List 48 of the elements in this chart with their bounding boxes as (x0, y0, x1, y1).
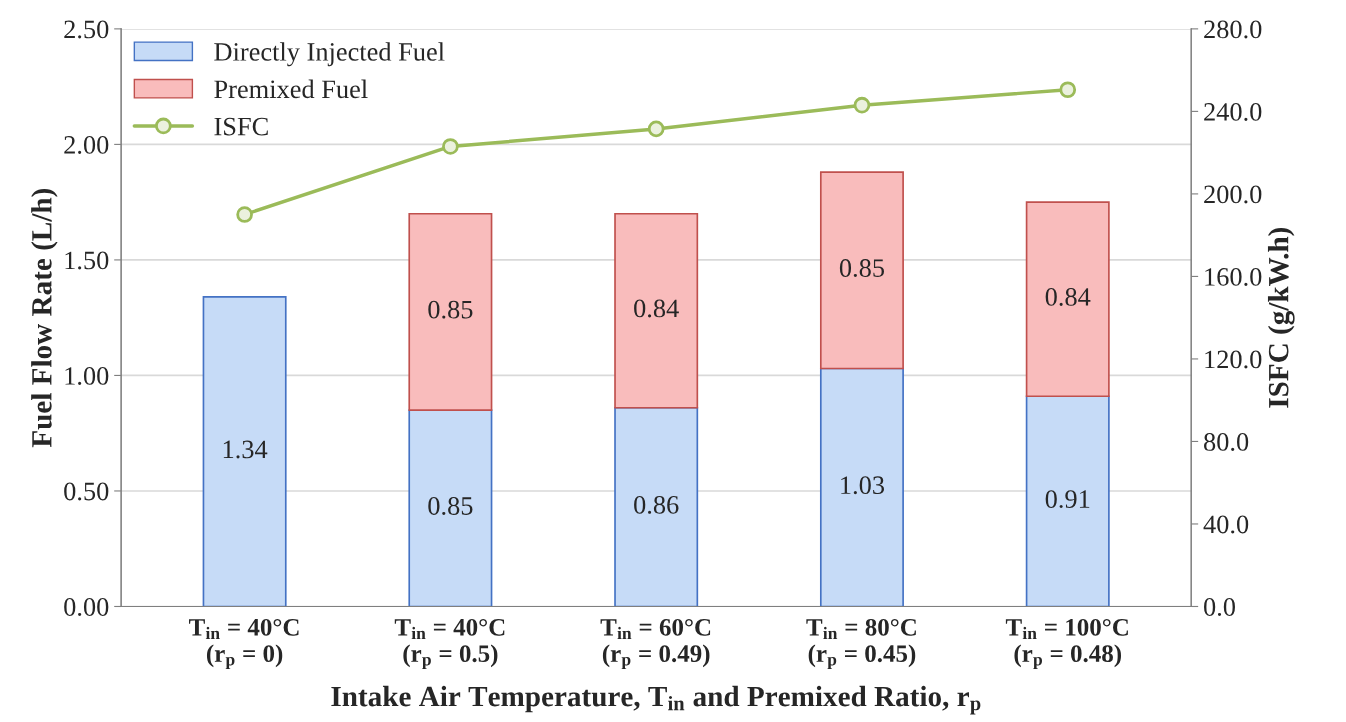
y2-tick-label: 200.0 (1204, 185, 1262, 204)
bar (1025, 395, 1110, 607)
bar (614, 406, 699, 607)
legend-label: ISFC (214, 117, 268, 136)
data-label: 0.84 (1045, 287, 1091, 306)
x-tick-label: T$_{in}$ = 60°C (r$_{p}$ = 0.49) (600, 618, 711, 669)
bar (202, 296, 287, 607)
point (442, 138, 459, 155)
data-label: 1.34 (223, 440, 268, 459)
y2-axis-title: ISFC (g/kW.h) (1267, 227, 1295, 408)
x-tick-label: T$_{in}$ = 40°C (r$_{p}$ = 0.5) (394, 618, 505, 669)
y2-tick-label: 240.0 (1204, 103, 1262, 121)
data-label: 0.85 (839, 259, 885, 278)
y-tick-label: 2.00 (64, 136, 109, 154)
data-label: 0.91 (1045, 490, 1090, 509)
point (1059, 81, 1077, 99)
bar (819, 367, 904, 607)
y2-tick-label: 0.0 (1204, 598, 1235, 617)
y-tick-label: 1.50 (65, 251, 109, 270)
bar (408, 212, 493, 411)
data-label: 0.84 (634, 299, 679, 318)
y2-tick-label: 160.0 (1205, 268, 1262, 286)
y2-tick-label: 40.0 (1203, 515, 1249, 534)
y-tick-label: 0.50 (64, 482, 109, 501)
point (236, 206, 253, 223)
y-tick-label: 0.00 (64, 598, 109, 617)
x-tick-label: T$_{in}$ = 100°C (r$_{p}$ = 0.48) (1005, 618, 1128, 669)
bar (819, 171, 904, 370)
bar (1025, 201, 1110, 398)
data-label: 0.86 (634, 495, 679, 514)
data-label: 1.03 (841, 476, 885, 495)
point (647, 120, 665, 138)
y2-tick-label: 120.0 (1205, 350, 1262, 369)
bar (408, 409, 493, 607)
legend-label: Premixed Fuel (214, 79, 368, 99)
x-tick-label: T$_{in}$ = 40°C (r$_{p}$ = 0) (189, 618, 299, 669)
y2-tick-label: 80.0 (1204, 433, 1249, 451)
data-label: 0.85 (428, 300, 473, 319)
y2-tick-label: 280.0 (1204, 20, 1262, 39)
y-tick-label: 2.50 (64, 20, 109, 39)
x-tick-label: T$_{in}$ = 80°C (r$_{p}$ = 0.45) (806, 618, 916, 669)
point (853, 96, 871, 114)
y-axis-title: Fuel Flow Rate (L/h) (31, 188, 58, 448)
y-tick-label: 1.00 (65, 367, 109, 385)
bar (614, 212, 699, 409)
legend-label: Directly Injected Fuel (214, 42, 445, 67)
x-axis-title: Intake Air Temperature, T$_{in}$ and Premixed Ratio, r$_{p}$ (331, 685, 981, 715)
data-label: 0.85 (428, 497, 473, 516)
